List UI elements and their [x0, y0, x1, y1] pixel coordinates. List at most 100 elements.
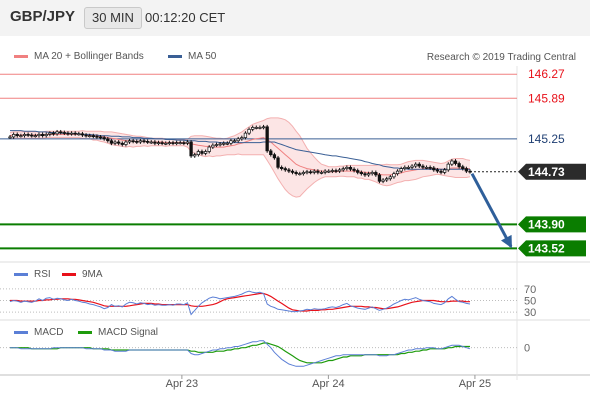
candle-body-1 — [11, 134, 16, 138]
candle-body-127 — [468, 170, 472, 173]
candle-body-70 — [261, 126, 266, 129]
candle-body-49 — [185, 141, 190, 144]
rsi-9ma-line — [10, 292, 470, 312]
level-tag-support-5 — [518, 240, 586, 257]
candle-body-33 — [127, 140, 132, 143]
bollinger-upper-line — [9, 117, 471, 168]
candle-body-88 — [327, 170, 331, 173]
candle-body-58 — [218, 143, 222, 146]
candle-body-116 — [428, 166, 432, 169]
candle-body-21 — [84, 134, 88, 137]
candle-body-55 — [207, 146, 211, 152]
candle-body-9 — [40, 134, 45, 137]
candle-body-41 — [156, 142, 161, 144]
candle-body-109 — [403, 166, 407, 169]
candle-body-110 — [406, 166, 411, 169]
legend-label-ma50: MA 50 — [188, 51, 217, 62]
candle-body-16 — [66, 132, 70, 135]
candle-body-63 — [236, 138, 240, 142]
candle-body-71 — [265, 126, 269, 152]
candle-body-81 — [301, 172, 306, 175]
candle-body-74 — [276, 157, 280, 168]
candle-body-87 — [323, 170, 327, 173]
candle-body-117 — [432, 167, 436, 171]
legend-swatch-macd — [14, 331, 28, 334]
legend-swatch-rsi-9ma — [62, 273, 76, 276]
candle-body-95 — [352, 168, 356, 171]
candle-body-6 — [30, 134, 34, 137]
legend-swatch-ma20 — [14, 55, 28, 58]
candle-body-114 — [421, 165, 425, 168]
candle-body-77 — [287, 169, 291, 172]
candle-body-101 — [374, 172, 378, 176]
rsi-level-label-0: 70 — [524, 284, 536, 296]
candle-body-86 — [319, 172, 324, 174]
candle-body-17 — [69, 132, 74, 135]
candle-body-80 — [298, 173, 302, 176]
ma50-line — [10, 130, 470, 170]
candle-body-91 — [337, 169, 342, 172]
candle-body-37 — [142, 140, 146, 143]
candle-body-89 — [330, 170, 335, 172]
candle-body-122 — [450, 160, 454, 165]
candle-body-2 — [15, 134, 19, 137]
candle-body-124 — [457, 163, 461, 168]
level-tag-support-4 — [518, 216, 586, 233]
rsi-level-label-1: 50 — [524, 296, 536, 308]
candle-body-111 — [410, 165, 414, 168]
timeframe-badge[interactable]: 30 MIN — [84, 7, 142, 29]
legend-swatch-rsi — [14, 273, 28, 276]
forecast-arrow-head — [500, 234, 512, 249]
candle-body-64 — [240, 137, 244, 140]
candle-body-100 — [370, 172, 374, 175]
candle-body-40 — [153, 141, 157, 144]
x-tick-label-0: Apr 23 — [166, 378, 198, 390]
candle-body-10 — [44, 134, 48, 137]
candle-body-35 — [135, 141, 139, 143]
candle-body-20 — [80, 133, 85, 136]
candle-body-18 — [73, 132, 77, 135]
candle-body-29 — [113, 141, 117, 144]
candle-body-123 — [453, 160, 458, 164]
candle-body-52 — [196, 151, 200, 156]
candle-body-79 — [294, 172, 298, 175]
research-credit: Research © 2019 Trading Central — [426, 52, 576, 63]
forecast-arrow-shaft — [470, 172, 513, 248]
candle-body-43 — [164, 142, 168, 145]
candle-body-62 — [232, 140, 237, 143]
macd-line — [10, 340, 471, 367]
candle-body-68 — [254, 127, 258, 129]
candle-body-118 — [435, 169, 440, 172]
rsi-line — [9, 290, 471, 316]
candle-body-48 — [182, 142, 186, 144]
candle-body-11 — [48, 132, 52, 135]
legend-label-rsi-9ma: 9MA — [82, 269, 103, 280]
candle-body-13 — [55, 131, 59, 135]
candle-body-121 — [446, 163, 450, 171]
candle-body-82 — [305, 171, 309, 174]
candle-body-5 — [26, 134, 30, 136]
candle-body-51 — [193, 154, 197, 157]
candle-body-60 — [225, 142, 229, 145]
candle-body-125 — [461, 166, 465, 169]
candle-body-54 — [203, 151, 208, 154]
candle-body-59 — [222, 142, 226, 145]
level-label-pivot-2: 145.25 — [528, 132, 565, 146]
candle-body-75 — [280, 166, 284, 169]
level-label-last-3: 144.73 — [528, 165, 565, 179]
candle-body-103 — [381, 179, 385, 182]
candle-body-120 — [442, 169, 447, 173]
candle-body-113 — [417, 163, 421, 167]
candle-body-83 — [308, 171, 313, 174]
candle-body-15 — [62, 132, 66, 134]
x-tick-label-1: Apr 24 — [312, 378, 344, 390]
candle-body-57 — [214, 144, 219, 146]
candle-body-61 — [229, 140, 233, 144]
candle-body-45 — [171, 142, 175, 144]
candle-body-65 — [243, 132, 248, 138]
candle-body-107 — [395, 170, 400, 175]
level-label-support-5: 143.52 — [528, 241, 565, 255]
candle-body-22 — [88, 135, 92, 138]
